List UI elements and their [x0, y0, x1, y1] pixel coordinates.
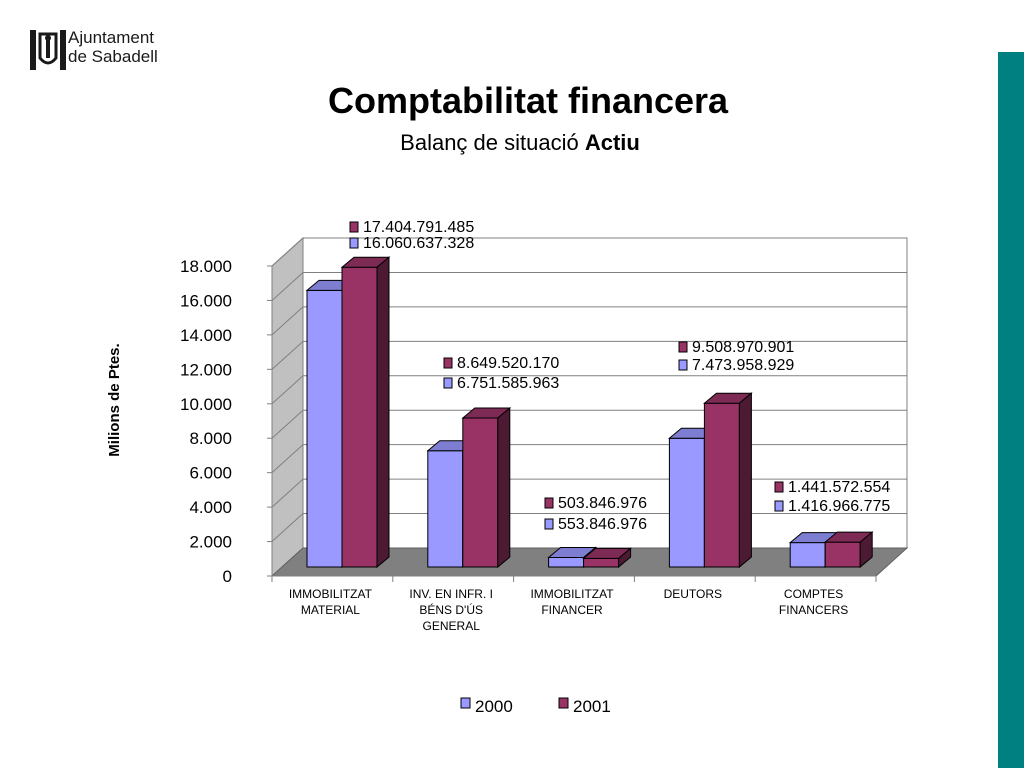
- bar-2001: [462, 417, 499, 568]
- bar-2001-side: [497, 406, 511, 569]
- y-tick-label: 12.000: [180, 360, 232, 379]
- logo-emblem-icon: [30, 30, 66, 70]
- legend-label-2001: 2001: [573, 697, 611, 716]
- bar-2000: [789, 542, 826, 568]
- bar-2000: [306, 289, 343, 568]
- legend-swatch-2001: [558, 697, 569, 709]
- data-label-2001: 9.508.970.901: [692, 339, 794, 356]
- x-category-label: MATERIAL: [301, 603, 360, 617]
- y-tick-label: 4.000: [189, 498, 232, 517]
- bar-2000: [427, 450, 464, 568]
- accent-side-bar: [998, 52, 1024, 768]
- gridline-side: [271, 272, 304, 301]
- bar-2001: [583, 557, 620, 568]
- data-label-key-2000: [678, 359, 688, 371]
- ajuntament-logo: [30, 30, 66, 70]
- y-tick-label: 2.000: [189, 533, 232, 552]
- data-label-2001: 17.404.791.485: [363, 219, 474, 236]
- gridline-side: [271, 409, 304, 439]
- page-title: Comptabilitat financera: [327, 80, 729, 121]
- data-label-key-2001: [544, 497, 554, 509]
- x-category-label: FINANCERS: [779, 603, 848, 617]
- chart-side-wall: [271, 236, 304, 578]
- data-label-2000: 553.846.976: [558, 516, 647, 533]
- x-category-label: BÉNS D'ÚS: [419, 602, 483, 617]
- bar-2001-side: [859, 531, 873, 569]
- data-label-key-2000: [443, 377, 453, 389]
- data-label-key-2001: [678, 341, 688, 353]
- data-label-key-2000: [544, 518, 554, 530]
- data-label-2000: 7.473.958.929: [692, 357, 794, 374]
- y-tick-label: 18.000: [180, 257, 232, 276]
- logo-line-2: de Sabadell: [68, 47, 158, 66]
- y-tick-label: 8.000: [189, 429, 232, 448]
- logo-line-1: Ajuntament: [68, 28, 154, 47]
- bar-2001: [703, 402, 740, 568]
- y-tick-label: 0: [223, 567, 232, 586]
- data-label-key-2000: [774, 500, 784, 512]
- y-tick-label: 6.000: [189, 464, 232, 483]
- x-category-label: IMMOBILITZAT: [289, 587, 373, 601]
- y-axis-title: Milions de Ptes.: [106, 343, 123, 456]
- bar-2001: [824, 541, 861, 568]
- data-label-2000: 6.751.585.963: [457, 375, 559, 392]
- x-category-label: DEUTORS: [664, 587, 722, 601]
- x-category-label: GENERAL: [423, 619, 481, 633]
- bar-2001-side: [376, 256, 390, 569]
- legend-swatch-2000: [460, 697, 471, 709]
- data-label-2001: 8.649.520.170: [457, 355, 559, 372]
- bar-2001-side: [618, 547, 632, 569]
- bar-2001-side: [738, 392, 752, 569]
- x-category-label: INV. EN INFR. I: [409, 587, 493, 601]
- y-tick-label: 10.000: [180, 395, 232, 414]
- x-category-label: FINANCER: [541, 603, 603, 617]
- data-label-key-2000: [349, 237, 359, 249]
- x-category-label: COMPTES: [784, 587, 843, 601]
- logo-text: Ajuntament de Sabadell: [68, 28, 158, 66]
- data-label-2000: 1.416.966.775: [788, 498, 890, 515]
- y-tick-label: 14.000: [180, 326, 232, 345]
- gridline-side: [271, 478, 304, 508]
- page-subtitle: Balanç de situació Actiu: [0, 130, 1024, 156]
- gridline-side: [271, 513, 304, 542]
- data-label-2000: 16.060.637.328: [363, 235, 474, 252]
- gridline-side: [271, 237, 304, 267]
- subtitle-bold: Actiu: [584, 130, 640, 155]
- data-label-key-2001: [349, 221, 359, 233]
- gridline-side: [271, 375, 304, 405]
- data-label-2001: 503.846.976: [558, 495, 647, 512]
- gridline-side: [271, 306, 304, 336]
- data-label-key-2001: [774, 481, 784, 493]
- bar-2001: [341, 266, 378, 568]
- data-label-2001: 1.441.572.554: [788, 479, 890, 496]
- gridline-side: [271, 340, 304, 370]
- subtitle-text: Balanç de situació: [400, 130, 579, 155]
- data-label-key-2001: [443, 357, 453, 369]
- x-category-label: IMMOBILITZAT: [530, 587, 614, 601]
- gridline-side: [271, 444, 304, 474]
- bar-2000: [548, 556, 585, 568]
- legend-label-2000: 2000: [475, 697, 513, 716]
- bar-2000: [668, 437, 705, 568]
- y-tick-label: 16.000: [180, 291, 232, 310]
